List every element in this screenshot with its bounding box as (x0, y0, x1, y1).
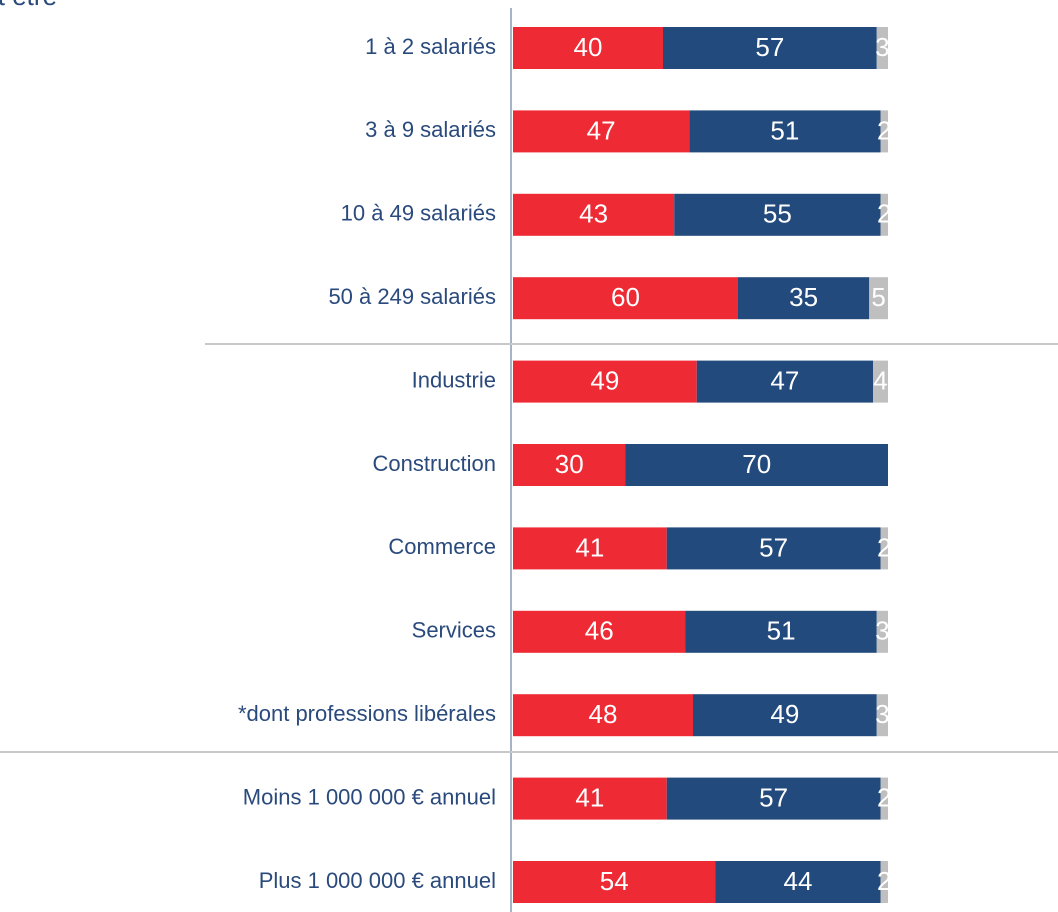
value-label: 40 (574, 32, 603, 62)
value-label: 57 (759, 782, 788, 812)
value-label: 49 (590, 365, 619, 395)
value-label: 30 (555, 449, 584, 479)
bar-segment (685, 610, 877, 653)
category-label: 50 à 249 salariés (328, 284, 496, 309)
bar-segment (689, 110, 881, 153)
bar-segment (715, 861, 881, 903)
bar-segment (513, 277, 738, 320)
bar-segment (880, 861, 888, 903)
value-label: 57 (759, 532, 788, 562)
bar-segment (693, 694, 877, 737)
bar-segment (513, 193, 675, 236)
value-label: 3 (875, 616, 889, 646)
value-label: 57 (755, 32, 784, 62)
bar-segment (513, 360, 697, 403)
value-label: 47 (587, 115, 616, 145)
category-label: Industrie (412, 367, 496, 392)
value-label: 48 (589, 699, 618, 729)
bars: 40 57 3 47 51 2 43 55 2 60 35 5 49 47 4 30 70 41 57 2 46 51 3 4… (513, 27, 891, 903)
bar-segment (674, 193, 881, 236)
value-label: 44 (784, 866, 813, 896)
value-label: 54 (600, 866, 629, 896)
bar-segment (696, 360, 873, 403)
value-label: 35 (789, 282, 818, 312)
value-label: 2 (877, 866, 891, 896)
bar-segment (513, 694, 693, 737)
value-label: 41 (575, 532, 604, 562)
category-label: 1 à 2 salariés (365, 34, 496, 59)
value-label: 55 (763, 199, 792, 229)
category-label: Commerce (388, 534, 496, 559)
bar-segment (625, 444, 888, 486)
bar-segment (513, 610, 686, 653)
chart-title: it être (0, 0, 57, 11)
value-label: 41 (575, 782, 604, 812)
bar-segment (880, 777, 888, 820)
bar-segment (880, 193, 888, 236)
bar-segment (513, 861, 716, 903)
category-label: 10 à 49 salariés (341, 201, 496, 226)
value-label: 47 (770, 365, 799, 395)
bar-segment (513, 777, 667, 820)
bar-segment (880, 110, 888, 153)
value-label: 51 (767, 616, 796, 646)
value-label: 60 (611, 282, 640, 312)
bar-segment (876, 694, 888, 737)
bar-segment (880, 527, 888, 570)
bar-segment (869, 277, 888, 320)
value-label: 4 (873, 365, 887, 395)
bar-segment (666, 777, 881, 820)
value-label: 46 (585, 616, 614, 646)
value-label: 49 (770, 699, 799, 729)
category-label: Construction (372, 451, 496, 476)
value-label: 2 (877, 532, 891, 562)
category-label: Plus 1 000 000 € annuel (259, 868, 496, 893)
bar-segment (666, 527, 881, 570)
value-label: 51 (770, 115, 799, 145)
value-label: 2 (877, 782, 891, 812)
bar-segment (876, 610, 888, 653)
bar-segment (876, 27, 888, 69)
bar-segment (663, 27, 877, 69)
value-label: 3 (875, 699, 889, 729)
bar-segment (873, 360, 888, 403)
category-label: Services (412, 618, 496, 643)
value-label: 70 (742, 449, 771, 479)
bar-segment (513, 110, 690, 153)
category-label: *dont professions libérales (238, 701, 496, 726)
category-label: 3 à 9 salariés (365, 117, 496, 142)
value-label: 3 (875, 32, 889, 62)
value-label: 5 (871, 282, 885, 312)
bar-segment (513, 444, 626, 486)
category-label: Moins 1 000 000 € annuel (243, 784, 496, 809)
bar-segment (738, 277, 870, 320)
bar-segment (513, 27, 663, 69)
value-label: 43 (579, 199, 608, 229)
value-label: 2 (877, 115, 891, 145)
bar-segment (513, 527, 667, 570)
value-label: 2 (877, 199, 891, 229)
